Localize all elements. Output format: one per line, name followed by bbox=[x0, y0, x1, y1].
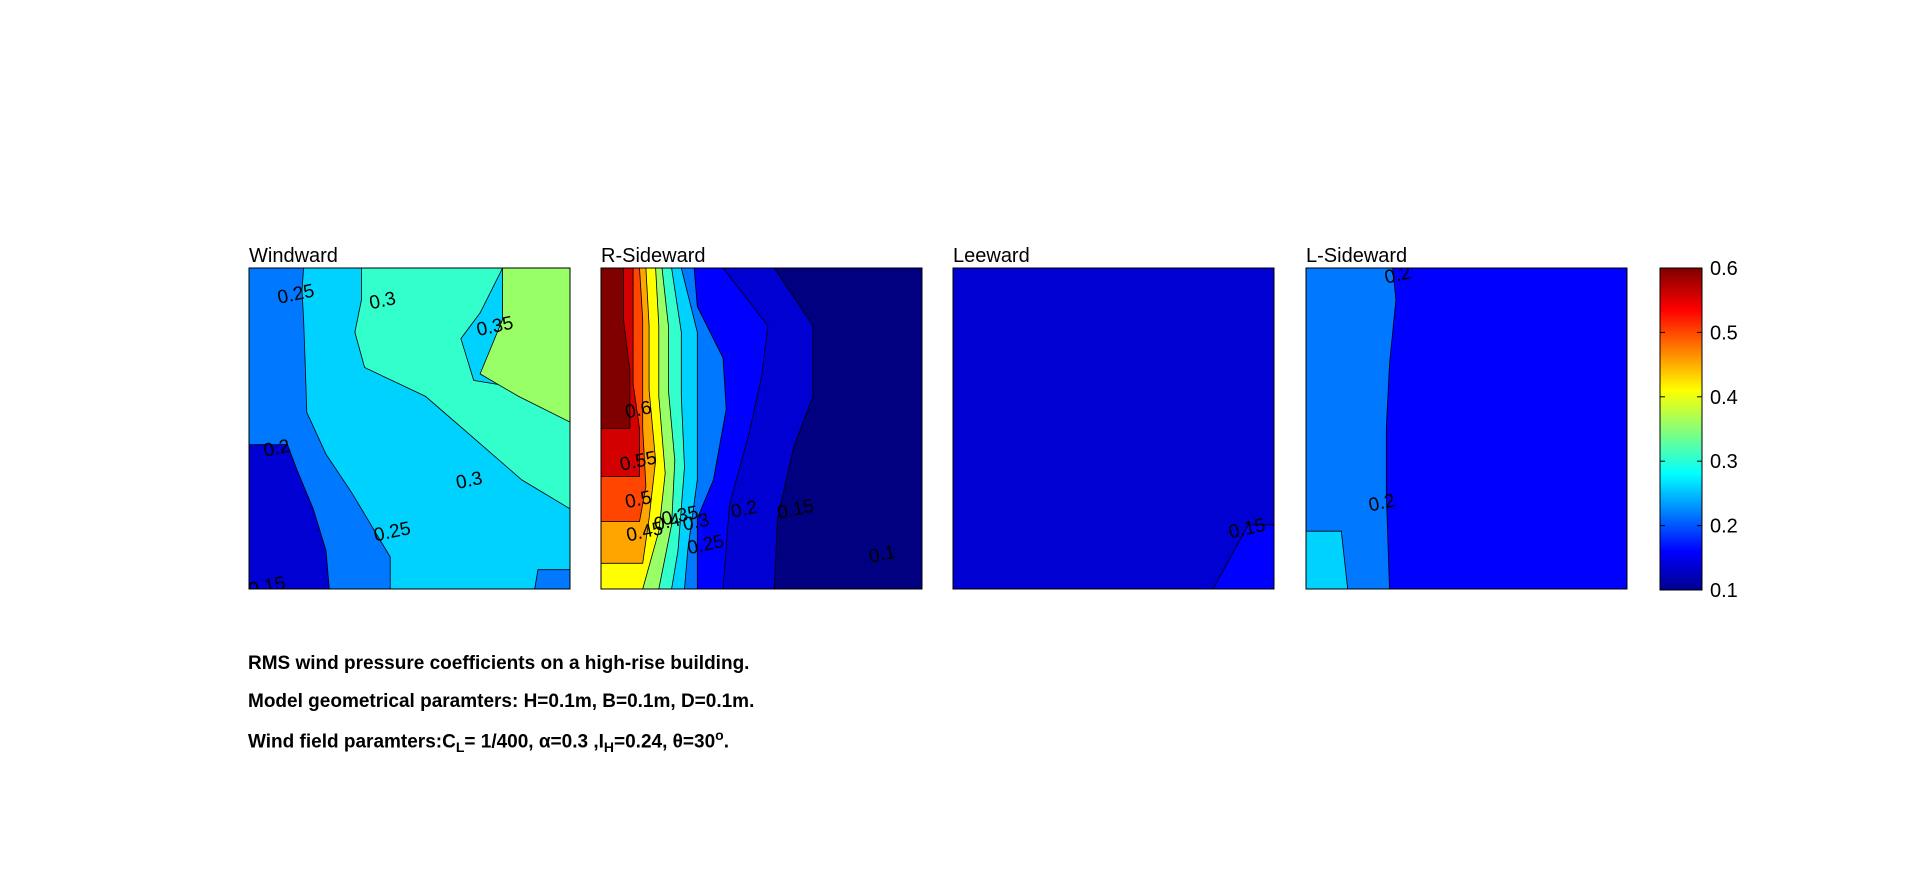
caption-text-1: RMS wind pressure coefficients on a high… bbox=[248, 653, 750, 674]
contour-region-leeward-0 bbox=[953, 268, 1274, 589]
colorbar-tick-label-3: 0.4 bbox=[1710, 387, 1738, 409]
colorbar-tick-label-2: 0.3 bbox=[1710, 451, 1738, 473]
contour-fills-leeward bbox=[953, 268, 1274, 589]
contour-fills-l-sideward bbox=[1306, 268, 1627, 589]
panel-frame-windward bbox=[248, 267, 571, 590]
caption-text-3a: Wind field paramters:C bbox=[248, 731, 456, 753]
caption-text-3c: =0.24, θ=30 bbox=[614, 731, 716, 753]
caption-text-3d: . bbox=[723, 731, 729, 753]
caption-cl-subscript: L bbox=[455, 739, 465, 756]
colorbar-tick-label-1: 0.2 bbox=[1710, 516, 1738, 538]
colorbar-scale bbox=[1659, 267, 1703, 591]
panel-frame-l-sideward bbox=[1305, 267, 1628, 590]
caption-text-2: Model geometrical paramters: H=0.1m, B=0… bbox=[248, 691, 755, 712]
panel-title-leeward: Leeward bbox=[953, 245, 1030, 267]
contour-region-l-sideward-2 bbox=[1306, 530, 1349, 589]
contour-region-leeward-1 bbox=[1212, 524, 1274, 589]
panel-title-windward: Windward bbox=[249, 245, 338, 267]
contour-fills-windward bbox=[249, 268, 570, 589]
contour-region-windward-5 bbox=[534, 569, 570, 589]
caption-line-2: Model geometrical paramters: H=0.1m, B=0… bbox=[248, 691, 754, 713]
panel-frame-leeward bbox=[952, 267, 1275, 590]
contour-region-windward-3 bbox=[354, 268, 570, 510]
colorbar-tick-label-4: 0.5 bbox=[1710, 322, 1738, 344]
contour-region-l-sideward-1 bbox=[1306, 268, 1397, 589]
contour-region-r-sideward-11 bbox=[601, 268, 631, 429]
colorbar: 0.1 0.2 0.3 0.4 0.5 0.6 bbox=[1659, 258, 1738, 602]
caption-line-3: Wind field paramters:CL= 1/400, α=0.3 ,I… bbox=[248, 727, 729, 755]
panel-r-sideward: R-Sideward0.60.550.50.450.40.350.30.250.… bbox=[600, 245, 923, 590]
panel-title-l-sideward: L-Sideward bbox=[1306, 245, 1407, 267]
caption-degree-superscript: o bbox=[715, 727, 724, 743]
caption-ih-subscript: H bbox=[603, 739, 615, 756]
panel-title-r-sideward: R-Sideward bbox=[601, 245, 705, 267]
caption-line-1: RMS wind pressure coefficients on a high… bbox=[248, 653, 749, 675]
contour-region-windward-2 bbox=[249, 444, 330, 589]
contour-label-l-sideward-1: 0.2 bbox=[1383, 262, 1413, 288]
contour-fills-r-sideward bbox=[601, 268, 922, 589]
colorbar-tick-label-0: 0.1 bbox=[1710, 580, 1738, 602]
caption-text-3b: = 1/400, α=0.3 ,I bbox=[464, 731, 604, 753]
panel-frame-r-sideward bbox=[600, 267, 923, 590]
colorbar-ticks: 0.1 0.2 0.3 0.4 0.5 0.6 bbox=[1660, 258, 1738, 602]
contour-region-windward-4 bbox=[479, 268, 570, 423]
colorbar-tick-label-5: 0.6 bbox=[1710, 258, 1738, 280]
